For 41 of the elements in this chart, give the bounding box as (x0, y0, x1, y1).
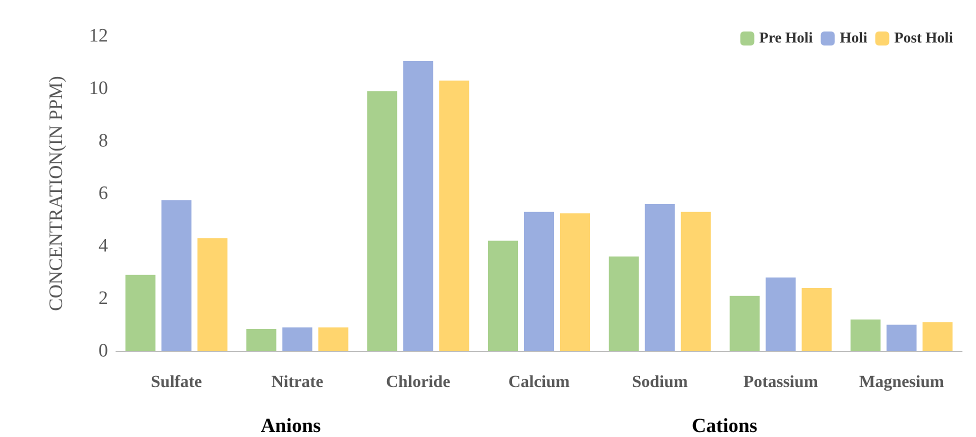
bar (197, 238, 228, 351)
bar (439, 80, 470, 351)
legend-label: Post Holi (894, 30, 953, 46)
bar (403, 60, 434, 351)
y-tick-label: 12 (89, 26, 108, 46)
legend-label: Holi (840, 30, 868, 46)
bar (318, 327, 348, 351)
y-tick-label: 2 (98, 288, 108, 309)
text: Anions (260, 415, 321, 437)
bar (488, 240, 518, 351)
y-tick-label: 4 (98, 236, 108, 256)
bar (367, 91, 398, 351)
bar (922, 322, 953, 351)
legend-label: Pre Holi (759, 30, 813, 46)
bar (246, 328, 276, 351)
bar (680, 212, 711, 351)
bar (850, 320, 881, 351)
x-tick-label: Chloride (386, 372, 451, 391)
bar (886, 324, 917, 351)
bar (730, 296, 760, 351)
y-tick-label: 10 (89, 78, 108, 99)
y-axis-title: CONCENTRATION(IN PPM) (46, 76, 67, 311)
x-tick-label: Potassium (743, 372, 818, 391)
bar (608, 256, 639, 351)
bar (560, 213, 590, 351)
y-tick-label: 0 (98, 340, 108, 362)
bar (644, 204, 675, 351)
x-tick-label: Magnesium (859, 372, 944, 391)
x-tick-label: Calcium (508, 372, 570, 391)
x-tick-label: Sulfate (150, 372, 202, 391)
y-tick-label: 6 (98, 183, 108, 204)
y-tick-label: 8 (98, 130, 108, 152)
bar (802, 288, 832, 351)
bar (524, 212, 554, 351)
bar (161, 200, 192, 351)
x-tick-label: Sodium (632, 372, 688, 391)
text: Cations (692, 415, 758, 437)
bar (125, 274, 156, 351)
bar (282, 327, 312, 351)
bar (766, 278, 796, 351)
x-tick-label: Nitrate (271, 372, 324, 391)
